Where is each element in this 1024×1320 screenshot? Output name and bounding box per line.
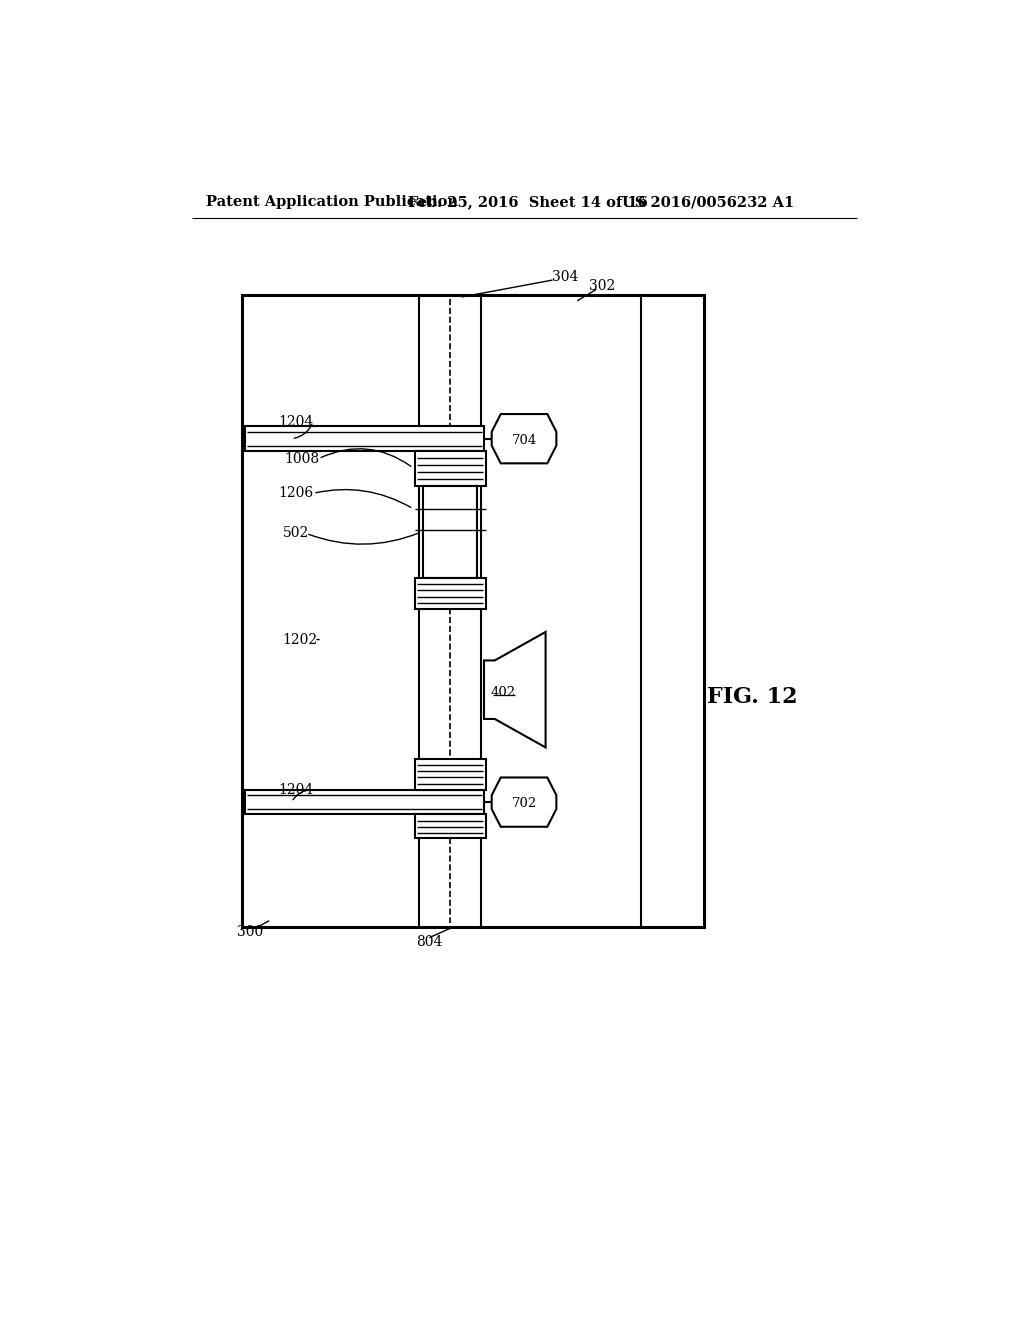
Text: 502: 502 bbox=[283, 527, 309, 540]
Text: Feb. 25, 2016  Sheet 14 of 16: Feb. 25, 2016 Sheet 14 of 16 bbox=[408, 195, 647, 210]
Polygon shape bbox=[492, 777, 556, 826]
Text: Patent Application Publication: Patent Application Publication bbox=[206, 195, 458, 210]
Bar bbox=[243, 296, 705, 927]
Text: 302: 302 bbox=[589, 280, 615, 293]
Bar bbox=[423, 486, 477, 578]
Polygon shape bbox=[492, 414, 556, 463]
Bar bbox=[415, 578, 485, 609]
Bar bbox=[415, 451, 485, 486]
Bar bbox=[246, 426, 484, 451]
Text: 804: 804 bbox=[416, 936, 442, 949]
Text: 1204: 1204 bbox=[279, 783, 313, 797]
Polygon shape bbox=[484, 632, 546, 747]
Text: 1206: 1206 bbox=[279, 486, 313, 500]
Text: 300: 300 bbox=[237, 925, 263, 940]
Text: 304: 304 bbox=[552, 271, 579, 284]
Bar bbox=[246, 789, 484, 814]
Text: 1202: 1202 bbox=[283, 632, 317, 647]
Text: 402: 402 bbox=[490, 685, 516, 698]
Text: US 2016/0056232 A1: US 2016/0056232 A1 bbox=[622, 195, 794, 210]
Text: 1204: 1204 bbox=[279, 414, 313, 429]
Bar bbox=[415, 814, 485, 838]
Text: 1008: 1008 bbox=[284, 451, 319, 466]
Bar bbox=[415, 759, 485, 789]
Text: 702: 702 bbox=[511, 797, 537, 810]
Text: FIG. 12: FIG. 12 bbox=[707, 686, 797, 709]
Text: 704: 704 bbox=[511, 434, 537, 446]
